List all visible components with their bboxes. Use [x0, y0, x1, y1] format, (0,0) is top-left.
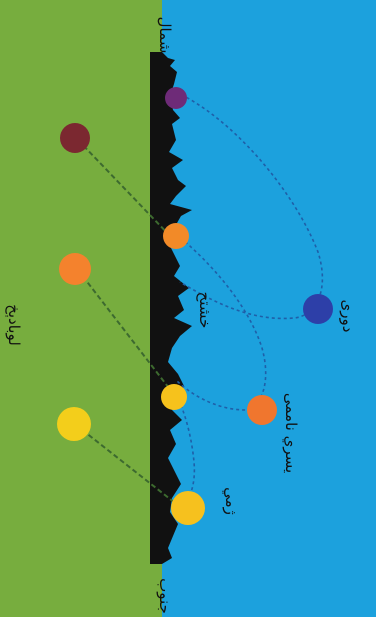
north-label: شمال: [156, 17, 174, 54]
navy-dot: [303, 294, 333, 324]
yellow-dot-horizon: [161, 384, 187, 410]
purple-dot: [165, 87, 187, 109]
outer-sky-arc: [175, 91, 324, 320]
orange-dot-horizon-upper: [163, 223, 189, 249]
maroon-dot: [60, 123, 90, 153]
middle-arc-label: خشتح: [196, 292, 214, 329]
yellow-dot-sky: [171, 491, 205, 525]
ground-path-lower: [75, 424, 185, 511]
orange-dot-sky: [247, 395, 277, 425]
ground-label: لوبادېخ: [4, 304, 23, 346]
horizon-skyline: [150, 52, 192, 564]
mid-sky-label: يسري ناممى: [281, 393, 300, 473]
orange-dot-ground: [59, 253, 91, 285]
ground-band: [0, 0, 162, 617]
ground-path-upper: [77, 139, 173, 239]
outer-arc-label: دوری: [339, 300, 357, 333]
south-label: جنوب: [156, 578, 174, 614]
middle-sky-arc: [175, 233, 267, 411]
ground-path-middle: [77, 269, 173, 393]
yellow-dot-ground: [57, 407, 91, 441]
lower-sky-label: ژمي: [221, 487, 240, 515]
